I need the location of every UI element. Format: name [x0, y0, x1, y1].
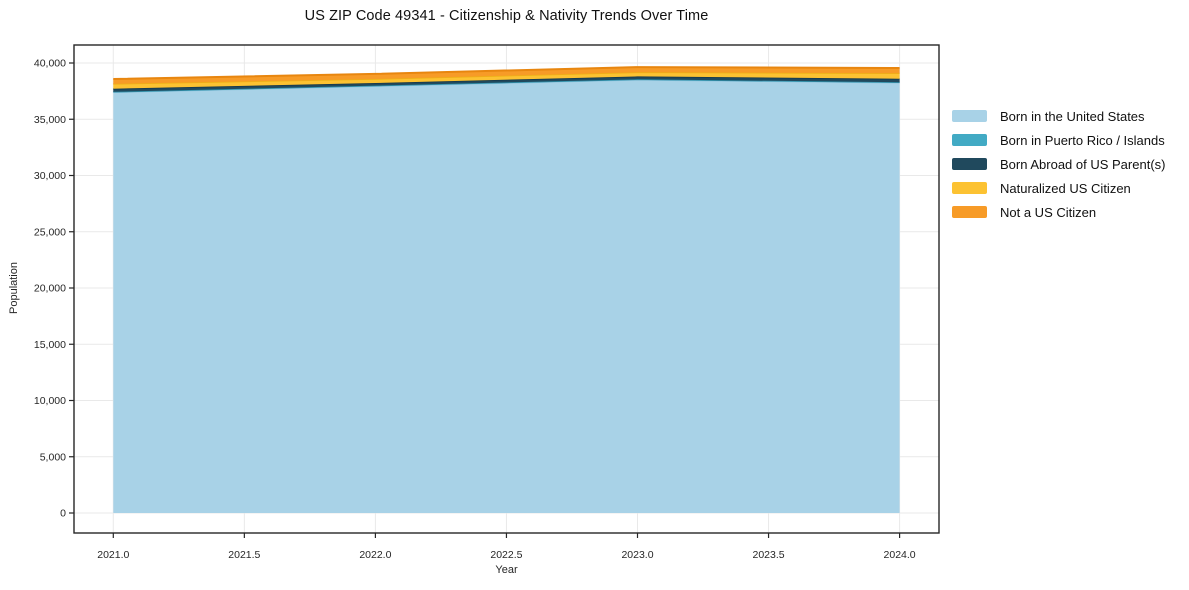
- legend-item: Not a US Citizen: [952, 204, 1165, 220]
- y-axis-label: Population: [8, 262, 20, 314]
- legend-label: Naturalized US Citizen: [1000, 180, 1131, 196]
- y-tick-label: 25,000: [34, 226, 66, 238]
- legend: Born in the United States Born in Puerto …: [952, 108, 1166, 220]
- legend-swatch: [952, 134, 987, 146]
- chart-title: US ZIP Code 49341 - Citizenship & Nativi…: [304, 8, 709, 24]
- x-tick-label: 2024.0: [884, 549, 916, 561]
- legend-item: Born in the United States: [952, 108, 1165, 124]
- area-band-4: [113, 67, 900, 84]
- x-tick-label: 2023.0: [621, 549, 653, 561]
- legend-label: Born in the United States: [1000, 108, 1145, 124]
- y-tick-label: 35,000: [34, 114, 66, 126]
- legend-item: Naturalized US Citizen: [952, 180, 1165, 196]
- area-band-3: [113, 72, 900, 89]
- y-tick-label: 30,000: [34, 170, 66, 182]
- x-axis-label: Year: [495, 564, 518, 576]
- legend-label: Born Abroad of US Parent(s): [1000, 156, 1166, 172]
- legend-swatch: [952, 158, 987, 170]
- legend-label: Not a US Citizen: [1000, 204, 1097, 220]
- legend-item: Born Abroad of US Parent(s): [952, 156, 1166, 172]
- y-tick-label: 0: [60, 508, 66, 520]
- area-edge-4: [113, 66, 900, 80]
- y-tick-label: 20,000: [34, 283, 66, 295]
- legend-swatch: [952, 182, 987, 194]
- x-tick-label: 2023.5: [752, 549, 784, 561]
- y-tick-label: 10,000: [34, 395, 66, 407]
- x-tick-label: 2022.5: [490, 549, 522, 561]
- y-tick-label: 40,000: [34, 58, 66, 70]
- x-tick-label: 2021.0: [97, 549, 129, 561]
- y-tick-label: 15,000: [34, 339, 66, 351]
- x-tick-label: 2022.0: [359, 549, 391, 561]
- x-tick-label: 2021.5: [228, 549, 260, 561]
- legend-swatch: [952, 206, 987, 218]
- area-band-0: [113, 79, 900, 514]
- legend-swatch: [952, 110, 987, 122]
- y-tick-label: 5,000: [40, 451, 66, 463]
- legend-label: Born in Puerto Rico / Islands: [1000, 132, 1165, 148]
- legend-item: Born in Puerto Rico / Islands: [952, 132, 1165, 148]
